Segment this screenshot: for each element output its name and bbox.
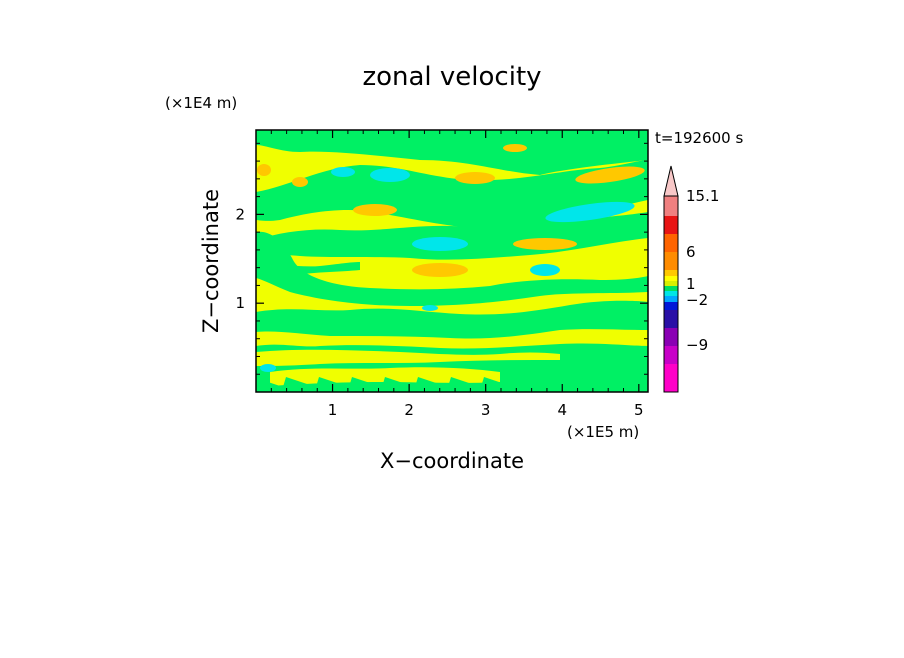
colorbar-swatch [664,196,678,216]
colorbar-swatch [664,302,678,310]
green-band [256,130,648,175]
x-tick-label: 1 [328,401,338,419]
x-tick-label: 3 [481,401,491,419]
colorbar-swatch [664,216,678,234]
colorbar-label: 6 [686,243,696,261]
cyan-patch [545,201,635,223]
green-band [256,231,648,306]
cyan-patch [331,167,355,177]
colorbar-swatch [664,364,678,392]
colorbar-swatch [664,296,678,302]
colorbar-swatch [664,234,678,252]
time-label: t=192600 s [655,129,743,147]
cyan-patch [412,237,468,251]
colorbar-swatch [664,291,678,296]
orange-patch [292,177,308,187]
green-band [256,262,360,278]
colorbar-label: −9 [686,336,708,354]
y-unit-label: (×1E4 m) [165,94,237,112]
colorbar-label: −2 [686,291,708,309]
x-tick-label: 4 [557,401,567,419]
colorbar-swatch [664,346,678,364]
colorbar-arrow [663,165,679,197]
colorbar-label: 1 [686,275,696,293]
colorbar-frame [663,195,679,393]
x-tick-label: 5 [634,401,644,419]
green-band [256,160,648,229]
y-axis-label: Z−coordinate [199,189,223,333]
orange-patch [503,144,527,152]
colorbar-label: 15.1 [686,187,719,205]
orange-patch [412,263,468,277]
minor-ticks [256,130,648,392]
y-axis: 12 [235,205,648,312]
orange-patch [513,238,577,250]
yellow-band [256,349,560,366]
colorbar-swatch [664,286,678,291]
orange-patch [575,166,645,184]
colorbar-swatch [664,252,678,270]
orange-patch [455,172,495,184]
colorbar-swatch [664,276,678,281]
orange-patch [257,164,271,176]
chart-title: zonal velocity [362,62,541,92]
cyan-patch [422,305,438,311]
velocity-field [256,130,648,392]
x-tick-label: 2 [404,401,414,419]
green-band [256,300,648,339]
colorbar-swatch [664,270,678,276]
cyan-patch [370,168,410,182]
colorbar-swatch [664,328,678,346]
orange-patch [353,204,397,216]
cyan-patch [530,264,560,276]
y-tick-label: 1 [235,294,245,312]
plot-frame [255,129,649,393]
colorbar-swatch [664,281,678,286]
green-fringe [256,377,648,392]
x-axis: 1 2 3 4 5 [328,130,644,419]
colorbar-swatch [664,310,678,328]
cyan-patch [260,364,276,372]
y-tick-label: 2 [235,205,245,223]
x-axis-label: X−coordinate [380,449,524,473]
colorbar: 15.1 6 1−2 −9 [663,165,719,393]
x-unit-label: (×1E5 m) [567,423,639,441]
